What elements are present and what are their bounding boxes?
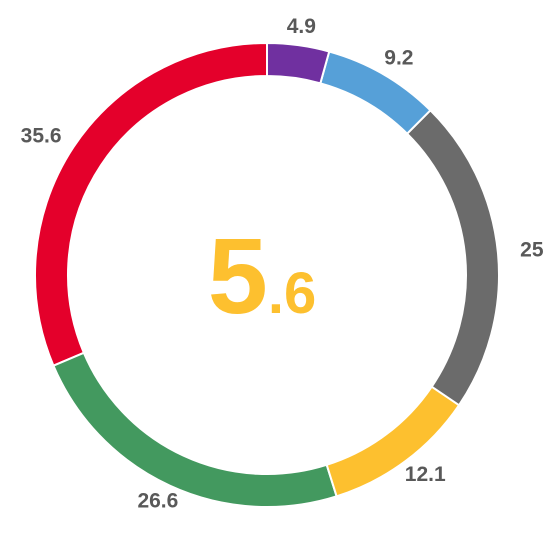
center-decimal: .6 [268, 261, 316, 326]
value-label: 9.2 [384, 46, 413, 69]
value-label: 26.6 [137, 490, 178, 513]
donut-segment [325, 385, 461, 498]
donut-segment [405, 108, 500, 407]
donut-segment [52, 351, 338, 508]
donut-segment [319, 50, 432, 136]
center-label: 5.6 [208, 215, 316, 336]
value-label: 25.0 [520, 238, 544, 261]
value-label: 12.1 [405, 463, 446, 486]
center-main: 5 [208, 215, 268, 336]
value-label: 4.9 [287, 15, 316, 38]
donut-segment [266, 41, 331, 85]
value-label: 35.6 [21, 125, 62, 148]
